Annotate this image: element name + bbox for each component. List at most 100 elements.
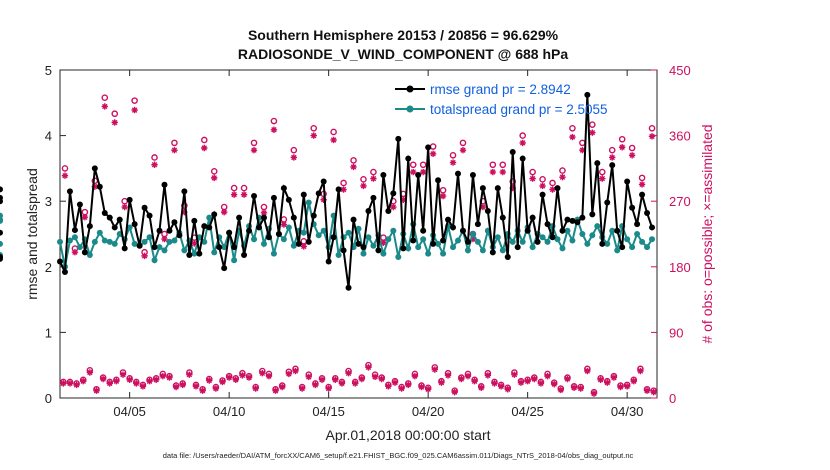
- obs-assimilated-low-marker: [206, 377, 213, 384]
- obs-assimilated-low-marker: [464, 372, 472, 380]
- data-point-rmse: [86, 223, 93, 230]
- obs-assimilated-marker: [250, 146, 258, 154]
- legend-marker-rmse: [406, 85, 414, 93]
- data-point-rmse: [211, 211, 218, 218]
- obs-assimilated-low-marker: [192, 383, 200, 390]
- data-point-rmse: [539, 191, 546, 198]
- data-point-spread: [420, 236, 427, 243]
- x-axis-label: Apr.01,2018 00:00:00 start: [325, 427, 490, 443]
- obs-possible-marker: [638, 174, 646, 182]
- data-point-rmse: [360, 244, 367, 251]
- obs-assimilated-marker: [469, 235, 477, 243]
- data-point-rmse: [226, 229, 233, 236]
- data-point-rmse: [126, 196, 133, 203]
- data-point-rmse: [0, 198, 3, 205]
- obs-assimilated-low-marker: [199, 387, 206, 394]
- data-point-rmse: [305, 238, 312, 245]
- obs-assimilated-low-marker: [60, 380, 67, 387]
- legend-label-rmse: rmse grand pr = 2.8942: [430, 82, 571, 97]
- data-point-spread: [355, 225, 362, 232]
- y-right-tick-label: 360: [669, 129, 691, 144]
- obs-assimilated-marker: [270, 126, 278, 133]
- data-point-spread: [101, 237, 108, 244]
- obs-assimilated-marker: [240, 191, 248, 198]
- obs-assimilated-marker: [609, 154, 616, 161]
- obs-assimilated-low-marker: [630, 378, 637, 385]
- obs-assimilated-low-marker: [537, 380, 545, 387]
- obs-assimilated-low-marker: [186, 371, 193, 378]
- data-point-spread: [131, 240, 138, 247]
- obs-assimilated-low-marker: [219, 378, 226, 386]
- data-point-spread: [474, 238, 481, 245]
- data-point-rmse: [415, 171, 422, 178]
- obs-assimilated-low-marker: [298, 385, 306, 392]
- y-tick-label: 0: [45, 391, 52, 406]
- data-point-spread: [0, 240, 3, 247]
- obs-assimilated-low-marker: [73, 381, 80, 389]
- obs-possible-marker: [419, 161, 427, 169]
- obs-assimilated-low-marker: [418, 383, 425, 391]
- obs-assimilated-low-marker: [431, 366, 438, 373]
- data-point-rmse: [609, 162, 616, 169]
- data-point-rmse: [61, 269, 68, 276]
- data-point-rmse: [76, 201, 83, 208]
- data-point-spread: [499, 247, 506, 254]
- obs-assimilated-low-marker: [617, 383, 624, 391]
- data-point-spread: [519, 238, 526, 245]
- obs-assimilated-low-marker: [305, 373, 312, 381]
- data-point-spread: [494, 234, 501, 241]
- data-point-spread: [609, 227, 616, 234]
- data-point-rmse: [81, 249, 88, 256]
- obs-assimilated-marker: [71, 249, 79, 256]
- obs-assimilated-low-marker: [504, 386, 511, 393]
- data-point-spread: [146, 234, 153, 241]
- obs-possible-marker: [101, 94, 109, 101]
- data-point-rmse: [315, 190, 322, 197]
- data-point-rmse: [509, 149, 516, 155]
- obs-possible-marker: [628, 144, 636, 152]
- obs-assimilated-low-marker: [279, 383, 286, 391]
- obs-assimilated-low-marker: [259, 370, 266, 377]
- data-point-rmse: [340, 247, 347, 254]
- obs-assimilated-marker: [519, 139, 526, 147]
- data-point-spread: [544, 238, 551, 245]
- obs-assimilated-marker: [61, 172, 69, 179]
- obs-assimilated-marker: [400, 196, 407, 203]
- obs-assimilated-low-marker: [345, 370, 352, 377]
- obs-assimilated-low-marker: [332, 376, 339, 383]
- obs-assimilated-low-marker: [524, 378, 531, 385]
- data-point-spread: [211, 249, 218, 256]
- data-point-rmse: [355, 240, 362, 247]
- data-point-rmse: [300, 191, 307, 198]
- obs-assimilated-low-marker: [358, 375, 366, 383]
- obs-assimilated-low-marker: [212, 385, 220, 392]
- obs-assimilated-marker: [579, 146, 586, 154]
- data-point-rmse: [634, 221, 641, 228]
- data-point-spread: [96, 229, 103, 236]
- y-tick-label: 5: [45, 63, 52, 78]
- obs-assimilated-marker: [131, 106, 138, 114]
- obs-assimilated-marker: [121, 203, 128, 211]
- data-point-spread: [270, 250, 277, 257]
- data-point-spread: [464, 247, 471, 254]
- data-point-rmse: [464, 238, 471, 245]
- data-point-rmse: [96, 183, 103, 190]
- data-point-spread: [156, 244, 163, 251]
- data-point-rmse: [440, 237, 447, 244]
- data-point-rmse: [599, 240, 606, 247]
- obs-assimilated-low-marker: [643, 387, 651, 394]
- obs-assimilated-low-marker: [232, 376, 239, 383]
- obs-assimilated-marker: [439, 192, 447, 200]
- obs-possible-marker: [111, 110, 119, 118]
- data-point-spread: [509, 238, 516, 245]
- data-point-rmse: [71, 227, 78, 234]
- obs-assimilated-marker: [360, 182, 367, 190]
- obs-assimilated-marker: [489, 168, 497, 176]
- obs-assimilated-low-marker: [458, 375, 465, 383]
- obs-possible-marker: [529, 168, 536, 176]
- data-point-spread: [171, 237, 178, 244]
- data-point-spread: [634, 231, 641, 237]
- obs-assimilated-low-marker: [86, 369, 94, 376]
- obs-assimilated-low-marker: [511, 371, 518, 378]
